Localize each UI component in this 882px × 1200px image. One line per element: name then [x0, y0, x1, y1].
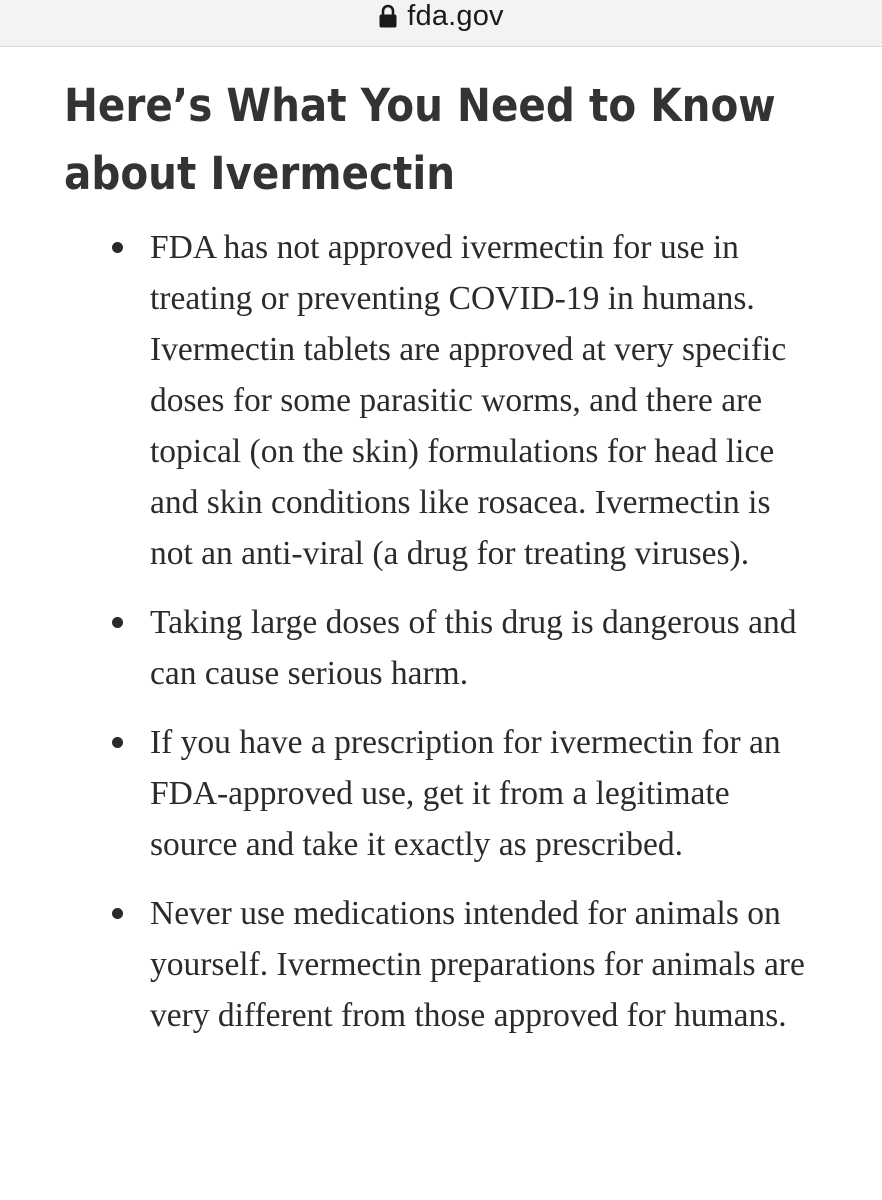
lock-icon — [378, 4, 398, 28]
bullet-text: Taking large doses of this drug is dange… — [150, 604, 797, 692]
address-bar[interactable]: fda.gov — [0, 0, 882, 47]
page-title-line-1: Here’s What You Need to Know — [64, 79, 776, 132]
list-item: If you have a prescription for ivermecti… — [64, 717, 864, 870]
list-item: Taking large doses of this drug is dange… — [64, 597, 864, 699]
address-bar-content: fda.gov — [0, 0, 882, 32]
page-title: Here’s What You Need to Know about Iverm… — [64, 72, 784, 208]
bullet-dot — [112, 617, 123, 628]
bullet-list: FDA has not approved ivermectin for use … — [64, 222, 864, 1041]
domain-text[interactable]: fda.gov — [407, 0, 504, 32]
list-item: Never use medications intended for anima… — [64, 888, 864, 1041]
bullet-dot — [112, 908, 123, 919]
bullet-dot — [112, 242, 123, 253]
page-title-line-2: about Ivermectin — [64, 147, 456, 200]
bullet-dot — [112, 737, 123, 748]
bullet-text: FDA has not approved ivermectin for use … — [150, 229, 787, 572]
bullet-text: Never use medications intended for anima… — [150, 895, 805, 1034]
list-item: FDA has not approved ivermectin for use … — [64, 222, 864, 579]
bullet-text: If you have a prescription for ivermecti… — [150, 724, 781, 863]
article: Here’s What You Need to Know about Iverm… — [64, 72, 864, 1059]
